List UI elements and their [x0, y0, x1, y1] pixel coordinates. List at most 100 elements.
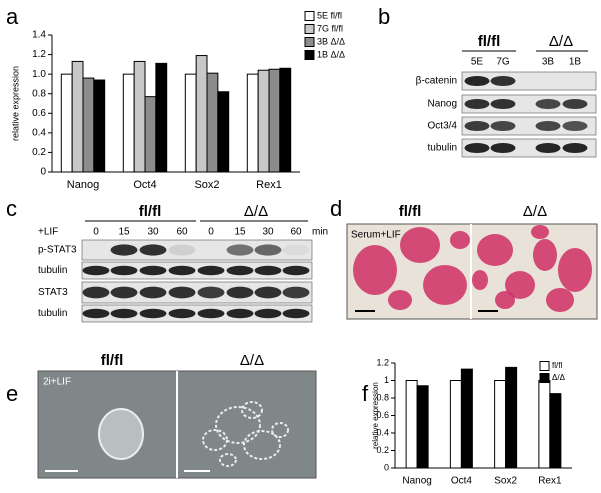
- blot-band: [464, 98, 490, 110]
- lane-label: 0: [93, 227, 99, 238]
- bar: [195, 55, 208, 173]
- bar: [279, 67, 292, 173]
- blot-band: [282, 265, 310, 276]
- blot-band: [110, 244, 138, 256]
- legend-label: 7G fl/fl: [317, 23, 343, 33]
- x-tick-label: Oct4: [451, 476, 473, 487]
- row-label: β-catenin: [416, 76, 457, 87]
- blot-band: [82, 265, 110, 276]
- blot-band: [562, 142, 588, 154]
- y-tick-label: 0: [40, 167, 46, 178]
- blot-band: [226, 244, 254, 256]
- colony: [219, 453, 237, 467]
- blot-band: [139, 244, 167, 256]
- bar: [268, 68, 281, 173]
- blot-band: [490, 120, 516, 132]
- lane-label: 7G: [496, 57, 510, 68]
- blot-strip: [81, 239, 313, 261]
- blot-strip: [461, 116, 597, 136]
- y-tick-label: 0.2: [376, 445, 389, 455]
- y-axis-label: relative expression: [10, 66, 20, 141]
- bar: [460, 368, 473, 469]
- colony: [215, 406, 261, 444]
- x-tick-label: Nanog: [67, 179, 99, 191]
- blot-strip: [81, 281, 313, 304]
- blot-band: [139, 308, 167, 319]
- blot-band: [464, 120, 490, 132]
- blot-band: [535, 98, 561, 110]
- blot-band: [110, 265, 138, 276]
- lane-label: 0: [208, 227, 214, 238]
- colony: [423, 265, 467, 305]
- colony: [533, 239, 557, 271]
- bar: [133, 60, 146, 173]
- condition-label: 2i+LIF: [43, 377, 71, 388]
- bar: [549, 393, 562, 469]
- bar: [538, 380, 551, 469]
- bar: [93, 79, 106, 173]
- bar: [122, 73, 135, 173]
- panel-label: e: [6, 381, 18, 406]
- group-label: fl/fl: [478, 33, 501, 50]
- y-tick-label: 0.4: [376, 427, 389, 437]
- colony: [477, 234, 513, 266]
- x-tick-label: Sox2: [194, 179, 219, 191]
- legend-label: 1B Δ/Δ: [317, 49, 345, 59]
- group-label: Δ/Δ: [244, 203, 268, 220]
- blot-band: [168, 286, 196, 299]
- y-tick-label: 0.8: [32, 88, 46, 99]
- lane-label: 60: [290, 227, 302, 238]
- bar: [217, 91, 230, 173]
- blot-band: [254, 308, 282, 319]
- bar: [449, 380, 462, 469]
- blot-band: [139, 286, 167, 299]
- colony: [241, 401, 263, 419]
- panel-label: f: [362, 381, 369, 406]
- lane-label: 15: [234, 227, 246, 238]
- lane-label: 3B: [542, 57, 555, 68]
- legend-swatch: [539, 361, 550, 371]
- colony: [353, 245, 397, 295]
- blot-strip: [461, 71, 597, 91]
- legend-label: fl/fl: [552, 361, 562, 370]
- blot-band: [282, 308, 310, 319]
- blot-band: [254, 244, 282, 256]
- y-tick-label: 0.8: [376, 392, 389, 402]
- colony: [472, 270, 488, 290]
- unit-label: min: [312, 227, 328, 238]
- blot-band: [82, 308, 110, 319]
- row-label: STAT3: [38, 287, 68, 298]
- x-tick-label: Oct4: [133, 179, 156, 191]
- colony: [495, 291, 515, 309]
- legend-swatch: [304, 50, 315, 60]
- group-label: Δ/Δ: [523, 203, 547, 220]
- colony: [388, 290, 412, 310]
- y-tick-label: 1.2: [32, 49, 46, 60]
- y-tick-label: 1.4: [32, 30, 46, 41]
- blot-band: [168, 265, 196, 276]
- blot-strip: [461, 138, 597, 158]
- bar: [505, 366, 518, 469]
- bar: [257, 69, 270, 173]
- blot-band: [197, 265, 225, 276]
- blot-band: [464, 142, 490, 154]
- blot-band: [168, 244, 196, 256]
- y-tick-label: 1.2: [376, 357, 389, 367]
- colony: [450, 231, 470, 249]
- blot-band: [490, 75, 516, 87]
- panel-label: b: [378, 4, 390, 29]
- y-tick-label: 0.2: [32, 147, 46, 158]
- group-label: Δ/Δ: [549, 33, 573, 50]
- blot-band: [254, 265, 282, 276]
- bar: [206, 72, 219, 173]
- bar: [82, 77, 95, 173]
- legend-label: 5E fl/fl: [317, 10, 342, 20]
- row-label: Oct3/4: [428, 121, 458, 132]
- x-tick-label: Sox2: [494, 476, 517, 487]
- treatment-label: +LIF: [38, 227, 58, 238]
- blot-band: [535, 142, 561, 154]
- lane-label: 15: [118, 227, 130, 238]
- bar: [184, 73, 197, 173]
- bar: [416, 385, 429, 469]
